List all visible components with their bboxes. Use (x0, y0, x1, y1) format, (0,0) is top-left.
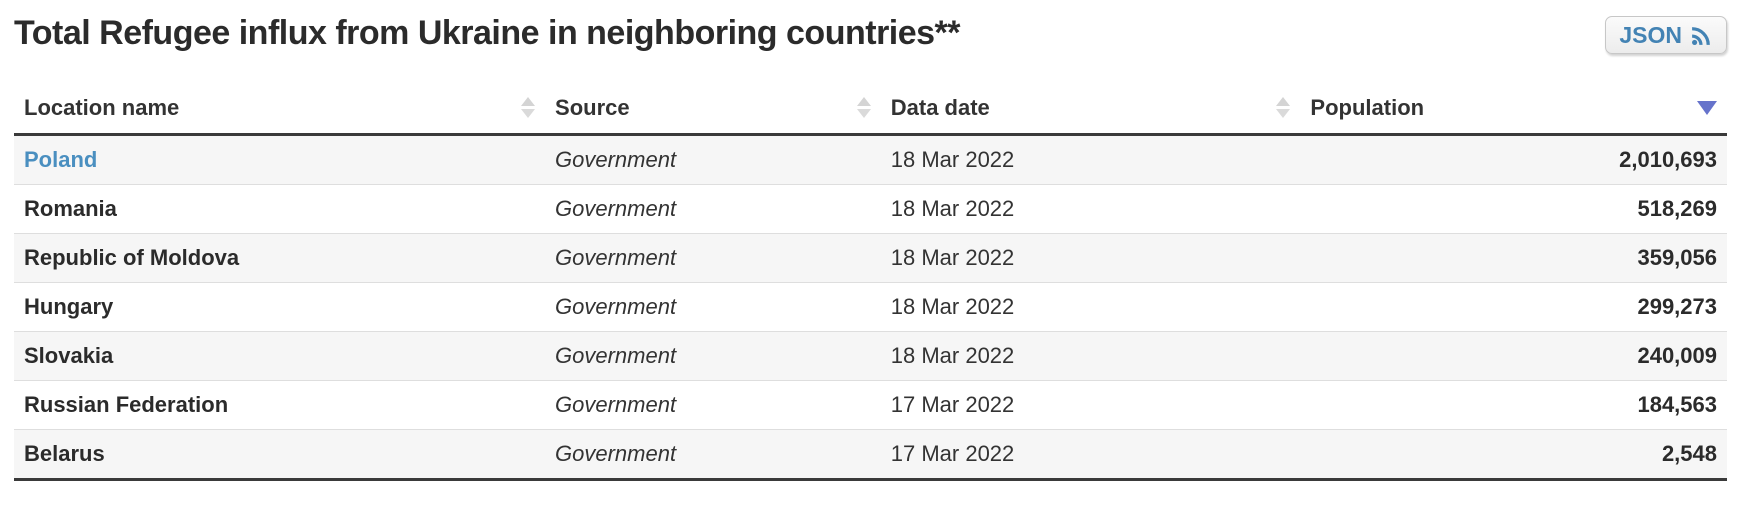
source-cell: Government (545, 233, 881, 283)
sort-up-down-icon (521, 97, 536, 118)
population-cell: 184,563 (1300, 380, 1727, 430)
column-label: Location name (24, 95, 180, 120)
page: Total Refugee influx from Ukraine in nei… (14, 0, 1727, 481)
page-title: Total Refugee influx from Ukraine in nei… (14, 14, 961, 52)
table-row: Republic of Moldova Government 18 Mar 20… (14, 233, 1727, 283)
table-row: Belarus Government 17 Mar 2022 2,548 (14, 429, 1727, 481)
table-row: Russian Federation Government 17 Mar 202… (14, 380, 1727, 430)
location-link[interactable]: Poland (24, 147, 98, 172)
column-label: Data date (890, 95, 990, 120)
location-cell: Romania (14, 184, 546, 234)
location-label: Republic of Moldova (24, 245, 240, 270)
rss-feed-icon (1690, 24, 1713, 47)
table-header: Location name Source Data date (14, 84, 1727, 136)
table-row: Romania Government 18 Mar 2022 518,269 (14, 184, 1727, 234)
topbar: Total Refugee influx from Ukraine in nei… (14, 0, 1727, 54)
source-cell: Government (555, 147, 677, 172)
population-cell: 240,009 (1300, 331, 1727, 381)
date-cell: 18 Mar 2022 (880, 282, 1301, 332)
refugee-table: Location name Source Data date (14, 84, 1727, 481)
population-cell: 299,273 (1300, 282, 1727, 332)
column-label: Population (1310, 95, 1425, 120)
column-header-source[interactable]: Source (545, 84, 881, 136)
column-header-date[interactable]: Data date (880, 84, 1301, 136)
location-label: Belarus (24, 441, 105, 466)
location-cell: Slovakia (14, 331, 546, 381)
column-header-population[interactable]: Population (1300, 84, 1727, 136)
sort-up-down-icon (1276, 97, 1291, 118)
date-cell: 18 Mar 2022 (880, 184, 1301, 234)
date-cell: 18 Mar 2022 (890, 147, 1015, 172)
location-cell: Russian Federation (14, 380, 546, 430)
source-cell: Government (545, 184, 881, 234)
location-cell: Belarus (14, 429, 546, 481)
population-cell: 2,548 (1300, 429, 1727, 481)
table-row: Hungary Government 18 Mar 2022 299,273 (14, 282, 1727, 332)
date-cell: 17 Mar 2022 (880, 429, 1301, 481)
date-cell: 18 Mar 2022 (880, 233, 1301, 283)
population-cell: 518,269 (1300, 184, 1727, 234)
location-cell: Poland (14, 135, 545, 185)
table-row: Slovakia Government 18 Mar 2022 240,009 (14, 331, 1727, 381)
location-label: Hungary (24, 294, 114, 319)
sort-desc-icon (1697, 100, 1717, 115)
location-cell: Republic of Moldova (14, 233, 546, 283)
column-header-location[interactable]: Location name (14, 84, 546, 136)
location-label: Romania (24, 196, 117, 221)
population-cell: 359,056 (1300, 233, 1727, 283)
population-cell: 2,010,693 (1619, 147, 1717, 172)
date-cell: 18 Mar 2022 (880, 331, 1301, 381)
json-button-label: JSON (1619, 21, 1682, 48)
sort-up-down-icon (856, 97, 871, 118)
column-label: Source (555, 95, 630, 120)
source-cell: Government (545, 282, 881, 332)
source-cell: Government (545, 429, 881, 481)
location-cell: Hungary (14, 282, 546, 332)
location-label: Russian Federation (24, 392, 229, 417)
table-body: Poland Government 18 Mar 2022 2,010,693 … (14, 134, 1727, 481)
location-label: Slovakia (24, 343, 114, 368)
source-cell: Government (545, 380, 881, 430)
source-cell: Government (545, 331, 881, 381)
date-cell: 17 Mar 2022 (880, 380, 1301, 430)
json-button[interactable]: JSON (1605, 16, 1727, 54)
table-row: Poland Government 18 Mar 2022 2,010,693 (14, 134, 1727, 185)
